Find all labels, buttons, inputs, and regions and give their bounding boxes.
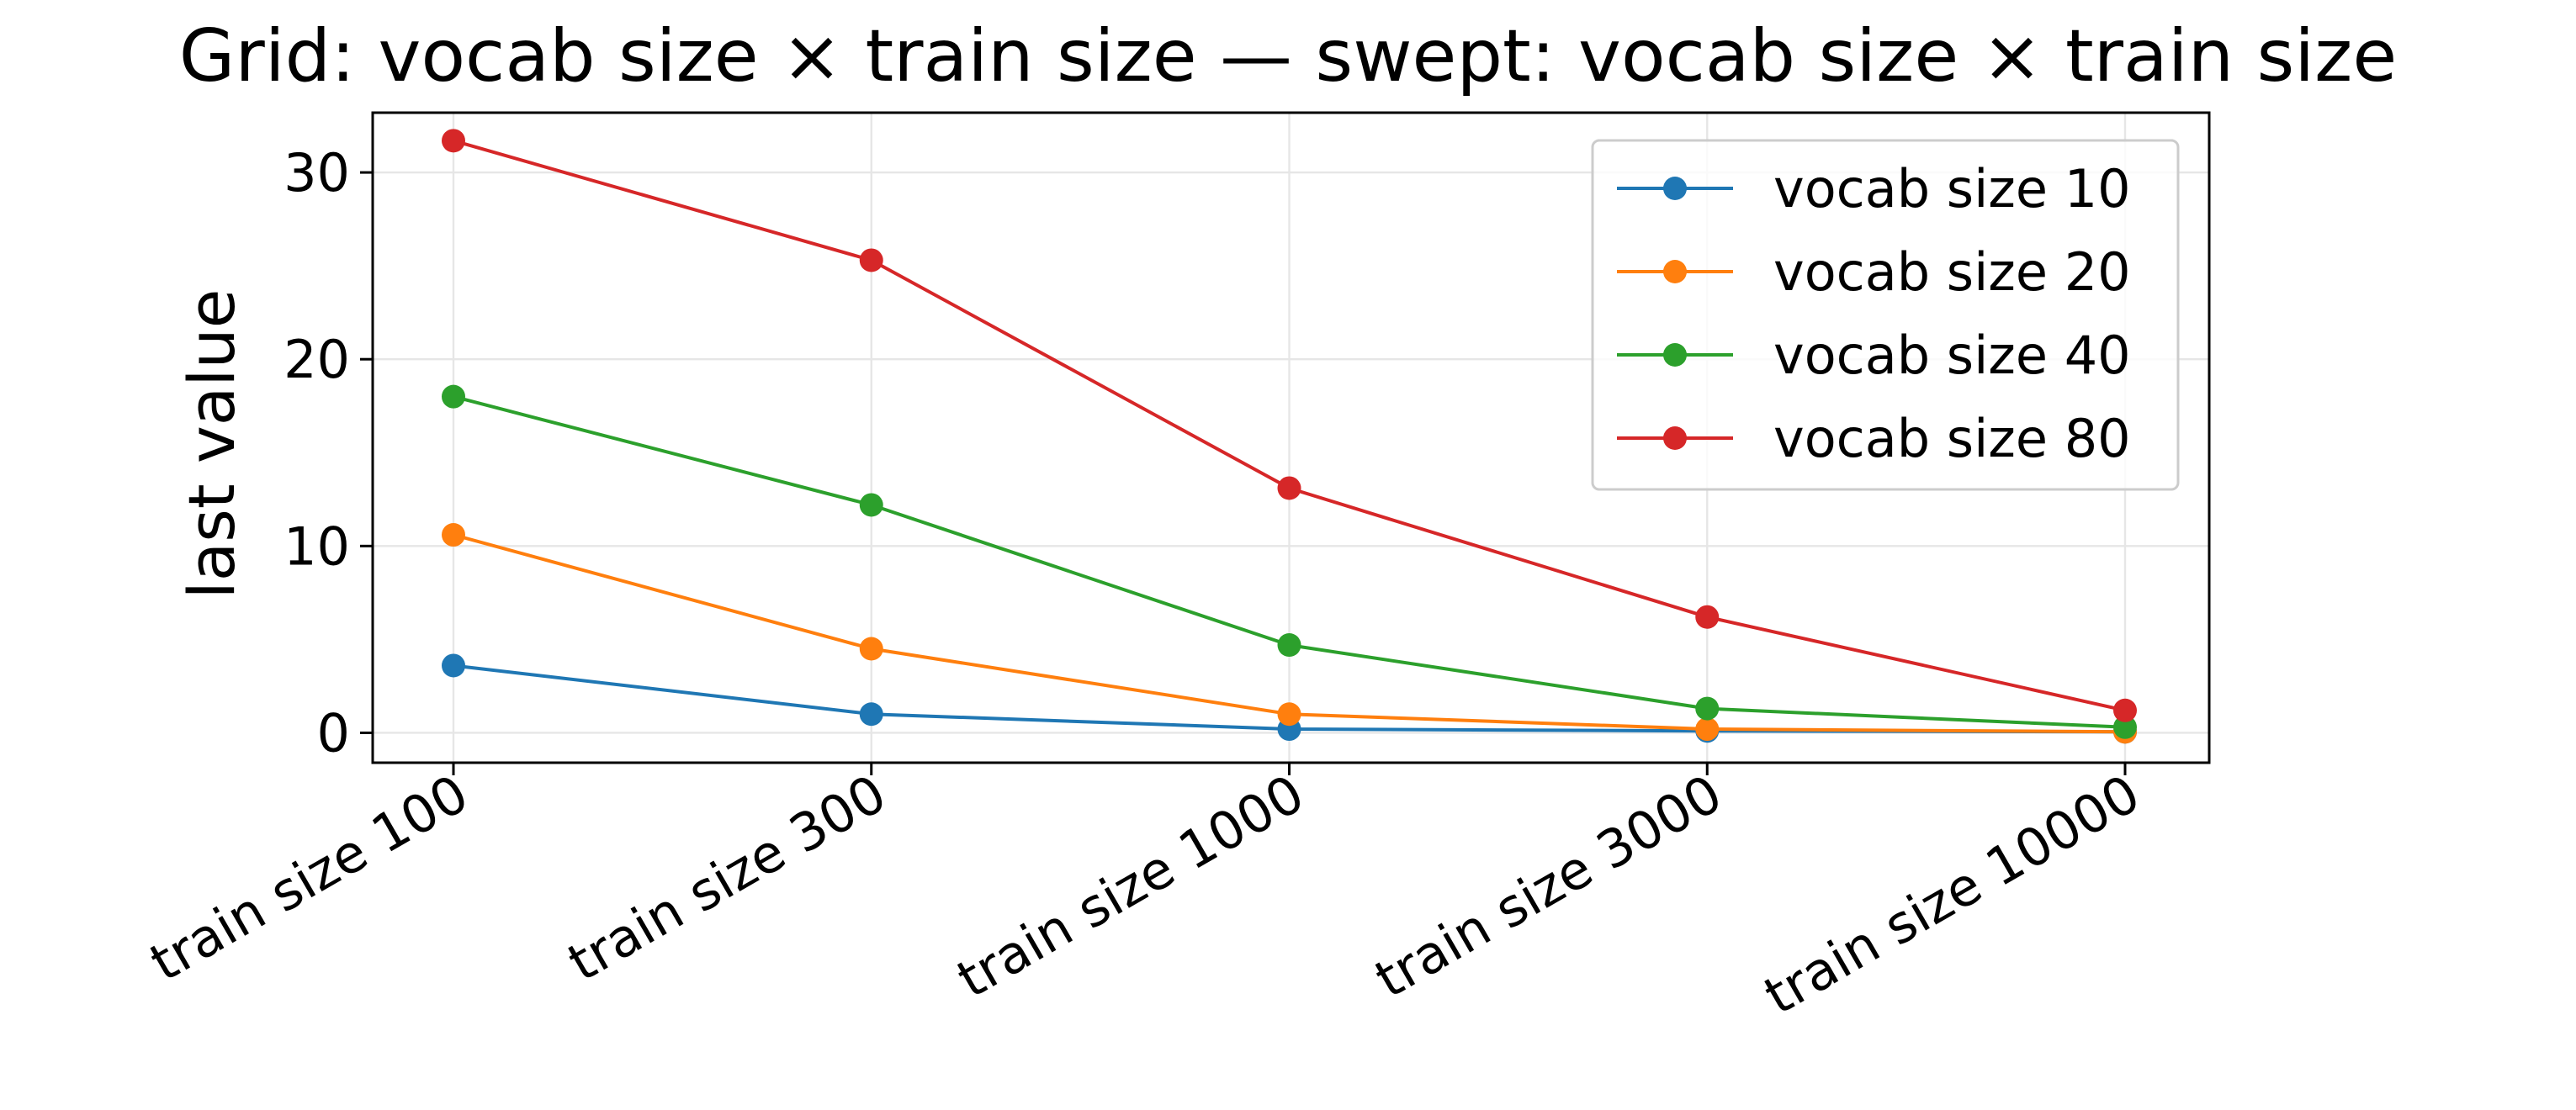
data-point xyxy=(859,248,883,272)
chart-title: Grid: vocab size × train size — swept: v… xyxy=(179,14,2397,98)
series-layer xyxy=(442,129,2137,744)
y-tick-label: 30 xyxy=(284,142,350,204)
data-point xyxy=(442,523,465,547)
legend-swatch-marker xyxy=(1663,426,1687,450)
legend-swatch-marker xyxy=(1663,343,1687,367)
data-point xyxy=(859,637,883,661)
data-point xyxy=(2113,698,2137,722)
legend-label: vocab size 80 xyxy=(1773,408,2131,469)
y-tick-label: 20 xyxy=(284,329,350,390)
legend-label: vocab size 40 xyxy=(1773,325,2131,386)
x-tick-label: train size 10000 xyxy=(1754,763,2150,1027)
y-tick-label: 10 xyxy=(284,515,350,577)
data-point xyxy=(1277,702,1301,727)
legend-label: vocab size 10 xyxy=(1773,158,2131,219)
data-point xyxy=(1695,717,1720,742)
data-point xyxy=(1277,633,1301,658)
data-point xyxy=(859,493,883,517)
y-axis-label: last value xyxy=(174,289,249,600)
legend: vocab size 10 vocab size 20 vocab size 40 v… xyxy=(1591,139,2180,491)
data-point xyxy=(1277,476,1301,500)
data-point xyxy=(2113,715,2137,739)
legend-frame xyxy=(1591,139,2180,491)
plot-frame xyxy=(371,111,2211,764)
x-tick-label: train size 1000 xyxy=(947,763,1314,1010)
x-tick-label: train size 3000 xyxy=(1365,763,1731,1010)
data-point xyxy=(442,384,465,409)
legend-swatch-marker xyxy=(1663,260,1687,283)
x-tick-label: train size 100 xyxy=(140,763,478,993)
data-point xyxy=(442,653,465,678)
data-point xyxy=(859,702,883,727)
data-point xyxy=(1695,605,1720,629)
data-point xyxy=(442,129,465,153)
y-tick-label: 0 xyxy=(317,702,350,764)
data-point xyxy=(1695,696,1720,721)
legend-label: vocab size 20 xyxy=(1773,241,2131,303)
x-tick-label: train size 300 xyxy=(558,763,896,993)
legend-swatch-marker xyxy=(1663,177,1687,200)
